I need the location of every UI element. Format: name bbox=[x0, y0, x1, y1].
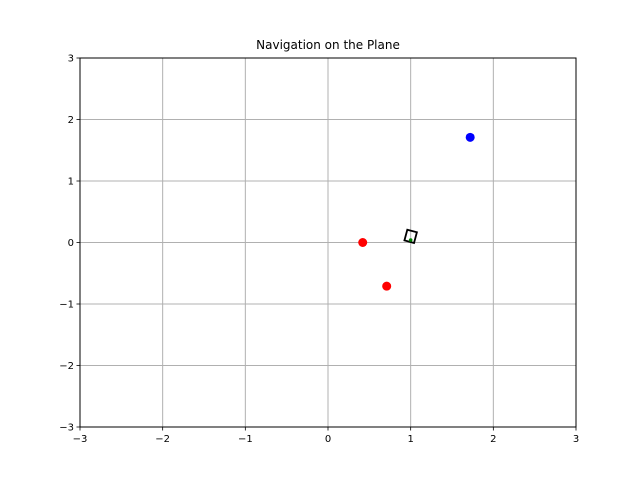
agent-rectangle bbox=[403, 228, 418, 245]
x-tick-label: 2 bbox=[490, 434, 496, 445]
agent-heading-marker bbox=[408, 238, 413, 242]
x-tick-label: −3 bbox=[73, 434, 88, 445]
data-point bbox=[382, 281, 392, 291]
data-point bbox=[358, 238, 368, 247]
y-tick-label: −2 bbox=[59, 361, 74, 372]
x-tick-label: 3 bbox=[573, 434, 579, 445]
y-tick-label: 1 bbox=[68, 177, 74, 188]
y-tick-label: −1 bbox=[59, 300, 74, 311]
y-tick-label: −3 bbox=[59, 423, 74, 434]
x-tick-label: 1 bbox=[407, 434, 413, 445]
x-tick-label: −2 bbox=[155, 434, 170, 445]
agent-marker bbox=[403, 228, 418, 245]
y-tick-label: 3 bbox=[68, 54, 74, 65]
data-point bbox=[465, 132, 475, 142]
y-tick-label: 2 bbox=[68, 115, 74, 126]
data-points bbox=[358, 132, 475, 291]
y-tick-label: 0 bbox=[68, 238, 74, 249]
axis-ticks: −3 −2 −1 0 1 2 3 −3 −2 −1 0 1 2 3 bbox=[59, 54, 579, 446]
x-tick-label: 0 bbox=[325, 434, 331, 445]
plot-frame bbox=[79, 57, 577, 428]
chart-title: Navigation on the Plane bbox=[256, 38, 400, 52]
x-tick-label: −1 bbox=[238, 434, 253, 445]
